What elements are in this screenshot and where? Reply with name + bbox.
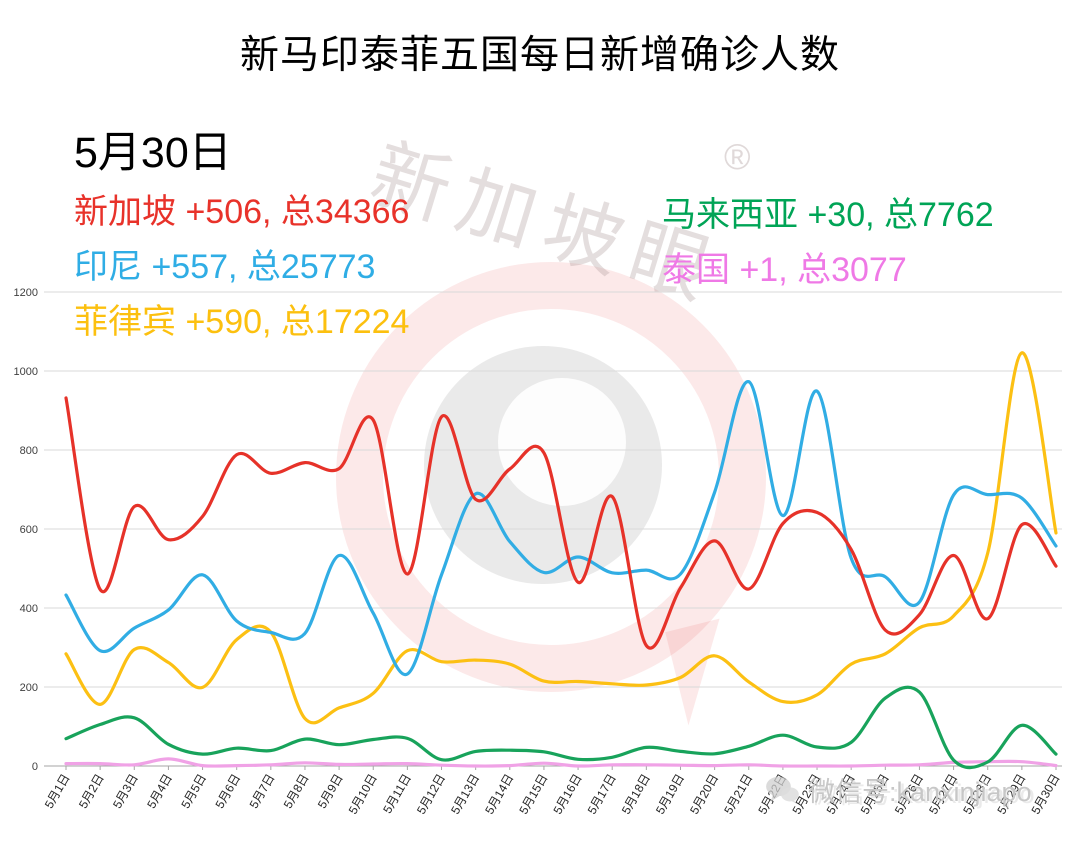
y-tick-label: 400 — [20, 603, 38, 615]
x-tick-label: 5月2日 — [76, 772, 107, 811]
series-line-马来西亚 — [64, 685, 1058, 770]
y-tick-label: 0 — [32, 761, 38, 773]
x-tick-label: 5月30日 — [1028, 772, 1062, 817]
x-tick-label: 5月5日 — [178, 772, 209, 811]
x-tick-label: 5月11日 — [380, 772, 414, 816]
series-lines — [64, 351, 1058, 770]
x-tick-label: 5月8日 — [281, 772, 312, 811]
y-tick-label: 600 — [20, 524, 38, 536]
x-tick-label: 5月12日 — [414, 772, 448, 817]
y-tick-label: 1200 — [14, 287, 38, 299]
series-line-新加坡 — [64, 396, 1058, 650]
x-tick-label: 5月16日 — [551, 772, 585, 817]
x-tick-label: 5月13日 — [448, 772, 482, 817]
x-tick-label: 5月4日 — [144, 772, 175, 811]
page-title: 新马印泰菲五国每日新增确诊人数 — [239, 34, 840, 77]
wechat-watermark: 微信号:kanxinjiapo — [764, 770, 1032, 809]
x-tick-label: 5月21日 — [721, 772, 755, 817]
x-tick-label: 5月1日 — [42, 772, 73, 811]
x-tick-label: 5月3日 — [110, 772, 141, 811]
logo-eye-highlight — [498, 378, 626, 506]
series-line-菲律宾 — [64, 351, 1058, 725]
x-tick-label: 5月7日 — [247, 772, 278, 811]
x-tick-label: 5月17日 — [585, 772, 619, 817]
wechat-icon — [766, 776, 799, 804]
x-tick-label: 5月6日 — [212, 772, 243, 811]
y-tick-label: 800 — [20, 445, 38, 457]
x-tick-label: 5月10日 — [346, 772, 380, 817]
x-tick-label: 5月15日 — [516, 772, 550, 817]
x-tick-label: 5月18日 — [619, 772, 653, 817]
series-line-泰国 — [64, 757, 1058, 768]
wechat-id-text: 微信号:kanxinjiapo — [808, 777, 1032, 807]
registered-mark-icon: ® — [724, 136, 751, 177]
x-tick-label: 5月20日 — [687, 772, 721, 817]
x-tick-label: 5月14日 — [482, 772, 516, 817]
x-tick-label: 5月19日 — [653, 772, 687, 817]
y-tick-label: 1000 — [14, 366, 38, 378]
gridlines: 0 200 400 600 800 1000 1200 — [14, 287, 1062, 773]
y-tick-label: 200 — [20, 682, 38, 694]
series-line-印尼 — [64, 380, 1058, 676]
x-tick-label: 5月9日 — [315, 772, 346, 811]
